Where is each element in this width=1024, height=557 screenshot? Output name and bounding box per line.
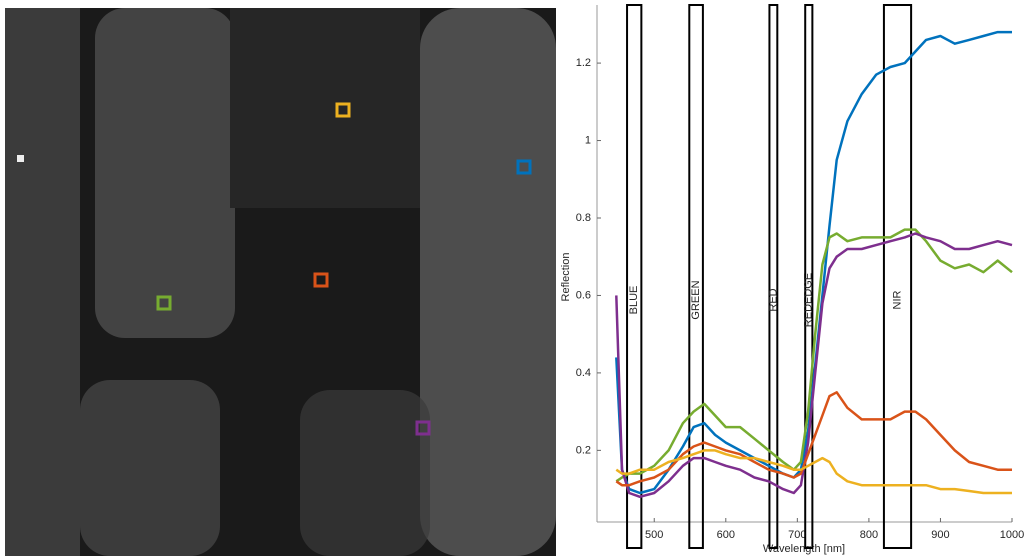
- x-axis-label: Wavelength [nm]: [763, 543, 845, 555]
- band-box: [882, 4, 913, 549]
- band-box: [768, 4, 779, 549]
- band-label: GREEN: [690, 280, 702, 319]
- spectrum-line: [615, 30, 1012, 495]
- x-tick-label: 500: [645, 529, 663, 541]
- y-tick-label: 0.2: [576, 444, 591, 456]
- spectrum-line: [615, 228, 1013, 483]
- x-tick-label: 800: [860, 529, 878, 541]
- band-box: [688, 4, 704, 549]
- y-axis-label: Reflection: [560, 253, 572, 302]
- y-tick-label: 0.8: [576, 212, 591, 224]
- band-box: [626, 4, 643, 549]
- aerial-image: [5, 8, 556, 556]
- band-box: [804, 4, 814, 549]
- band-label: BLUE: [628, 286, 640, 315]
- y-tick-label: 1: [585, 134, 591, 146]
- band-label: NIR: [891, 290, 903, 309]
- y-tick-label: 0.6: [576, 289, 591, 301]
- y-tick-label: 0.4: [576, 367, 591, 379]
- x-tick-label: 700: [788, 529, 806, 541]
- band-label: RED: [767, 288, 779, 311]
- x-tick-label: 1000: [1000, 529, 1024, 541]
- x-tick-label: 600: [717, 529, 735, 541]
- x-tick-label: 900: [931, 529, 949, 541]
- spectrum-line: [615, 449, 1012, 495]
- band-label: REDEDGE: [803, 273, 815, 327]
- plot: Wavelength [nm] Reflection: [560, 253, 845, 555]
- spectrum-line: [615, 232, 1013, 499]
- y-tick-label: 1.2: [576, 57, 591, 69]
